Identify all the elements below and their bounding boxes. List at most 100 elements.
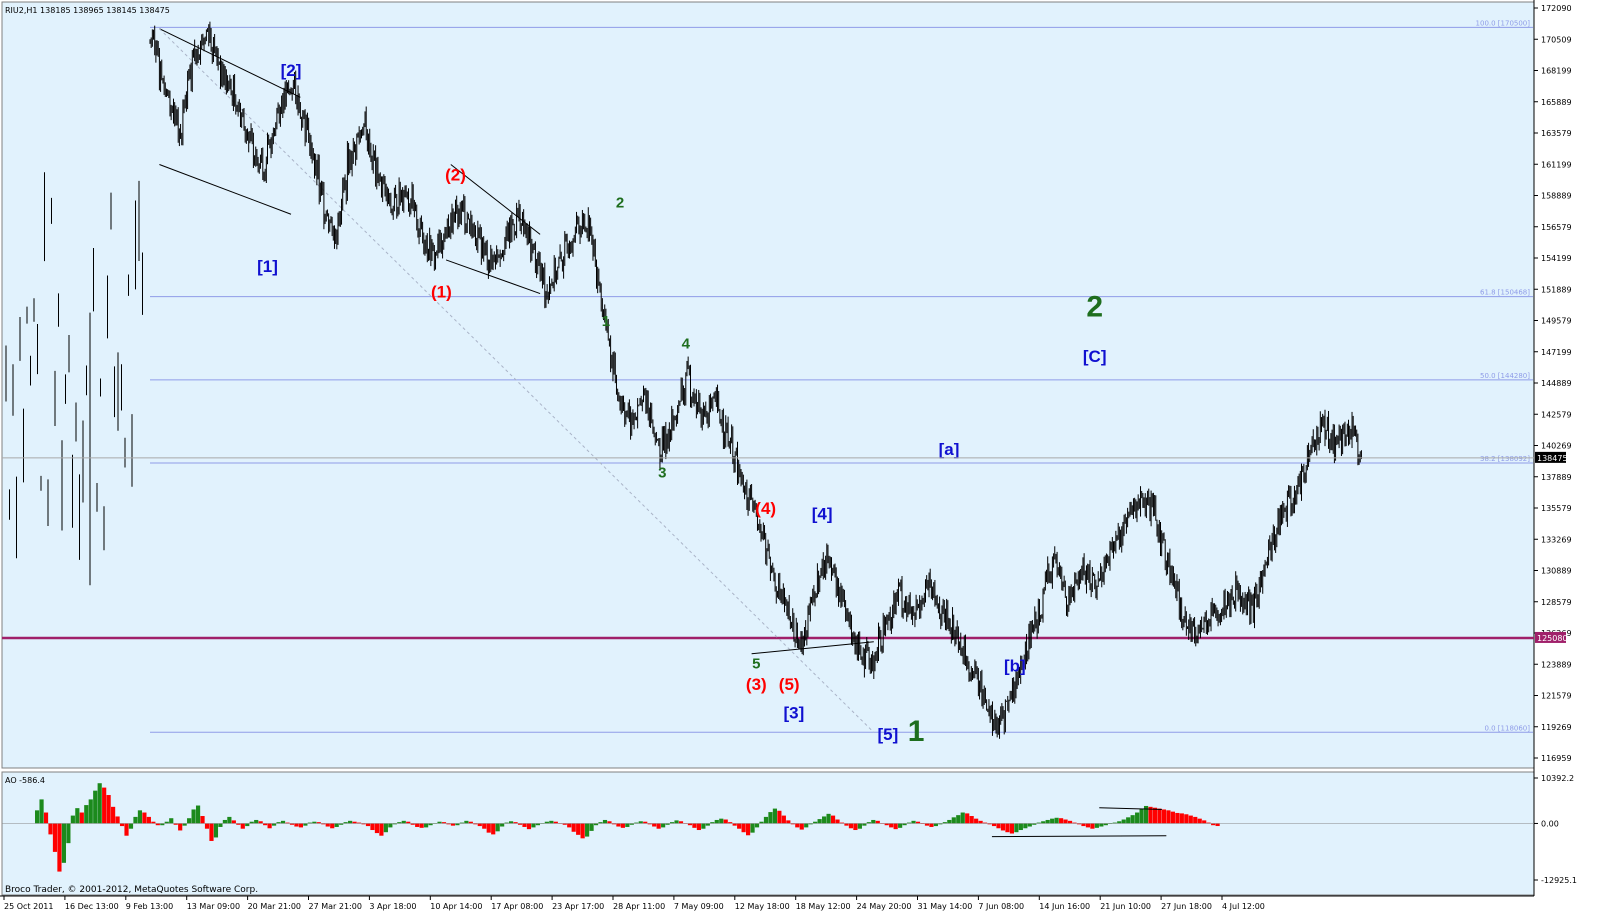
wave-label[interactable]: 1 — [602, 313, 610, 330]
main-pane-bg[interactable] — [1, 1, 1535, 769]
wave-label[interactable]: (3) — [746, 675, 767, 694]
ao-bar — [437, 821, 442, 824]
ao-bar — [419, 823, 424, 828]
trendline[interactable] — [751, 641, 874, 655]
ao-bar — [1175, 812, 1180, 824]
wave-label[interactable]: [4] — [812, 504, 833, 523]
ao-bar — [678, 821, 684, 824]
ao-bar — [719, 818, 724, 824]
wave-label[interactable]: [3] — [784, 703, 805, 722]
ao-bar — [875, 820, 880, 824]
ao-bar — [790, 823, 795, 825]
time-tick-label: 7 May 09:00 — [674, 902, 724, 911]
time-tick-label: 10 Apr 14:00 — [430, 902, 482, 911]
wave-label[interactable]: (4) — [755, 499, 776, 518]
ao-bar — [593, 823, 599, 826]
ao-bar — [1117, 821, 1122, 824]
price-tick-label: 123889 — [1541, 660, 1572, 669]
wave-label[interactable]: (5) — [779, 675, 800, 694]
ao-bar — [124, 823, 129, 836]
ao-bar — [1126, 817, 1131, 824]
ao-bar — [459, 822, 464, 824]
support-line[interactable]: 125080 — [2, 631, 1568, 643]
ao-bar — [410, 823, 415, 825]
ao-bar — [169, 818, 174, 824]
time-tick-label: 12 May 18:00 — [735, 902, 790, 911]
trendline[interactable] — [159, 28, 875, 733]
ao-bar — [1152, 807, 1158, 824]
ao-bar — [839, 822, 845, 824]
wave-label[interactable]: [2] — [281, 61, 302, 80]
ao-bar — [93, 790, 98, 824]
ao-bar — [43, 812, 49, 824]
wave-label[interactable]: [b] — [1004, 656, 1026, 675]
wave-labels[interactable]: [2] [1] (2) (1) 2 1 4 3 (4) [4] 5 (3) (5) [3] [5] 1 [a] [… — [257, 61, 1106, 748]
wave-label[interactable]: 3 — [658, 465, 666, 482]
current-price-box — [1535, 451, 1566, 463]
wave-label[interactable]: 2 — [616, 195, 624, 212]
ao-bar — [254, 819, 259, 824]
ao-bar — [178, 823, 183, 831]
wave-label[interactable]: [a] — [939, 440, 960, 459]
wave-label[interactable]: [C] — [1083, 347, 1107, 366]
ao-bar — [294, 823, 299, 827]
trendline[interactable] — [159, 164, 292, 215]
ao-bar — [491, 823, 496, 835]
ao-bar — [397, 822, 402, 824]
ao-bar — [39, 799, 44, 824]
wave-label[interactable]: 4 — [682, 336, 691, 353]
ao-bar — [813, 821, 818, 824]
ao-bar — [79, 812, 84, 824]
wave-label[interactable]: 1 — [908, 715, 925, 748]
time-tick-label: 7 Jun 08:00 — [978, 902, 1024, 911]
ao-bar — [500, 823, 505, 827]
trendline[interactable] — [159, 28, 301, 98]
ao-bar — [965, 813, 970, 824]
wave-label[interactable]: (1) — [431, 283, 452, 302]
wave-label[interactable]: 2 — [1086, 290, 1103, 323]
ao-bar — [495, 823, 500, 832]
ao-bar — [455, 823, 460, 826]
ao-bar — [477, 823, 482, 827]
ao-bar — [987, 823, 992, 825]
ao-bar — [1139, 809, 1144, 824]
ao-bar — [1170, 811, 1175, 824]
ao-bar — [1130, 815, 1135, 824]
wave-label[interactable]: 5 — [752, 656, 760, 673]
ao-bar — [723, 819, 728, 824]
wave-label[interactable]: (2) — [445, 166, 466, 185]
ao-bar — [365, 823, 371, 827]
fibonacci-retracement[interactable]: 100.0 [170500] 61.8 [150468] 50.0 [144280]… — [150, 19, 1533, 733]
ao-bar — [1135, 812, 1140, 824]
ao-bar — [893, 823, 898, 830]
current-price-label: 138475 — [1537, 454, 1568, 463]
ao-bar — [835, 819, 840, 824]
ao-bar — [48, 823, 53, 835]
ao-bar — [52, 823, 58, 852]
ao-bar — [468, 821, 473, 824]
ao-bar — [746, 823, 751, 836]
ao-bar — [231, 820, 236, 824]
wave-label[interactable]: [1] — [257, 257, 278, 276]
ao-tick-label: -12925.1 — [1541, 876, 1577, 885]
indicator-pane-bg[interactable] — [1, 771, 1535, 896]
time-tick-label: 31 May 14:00 — [918, 902, 973, 911]
price-tick-label: 140269 — [1541, 442, 1572, 451]
ao-bar — [1027, 823, 1032, 827]
ao-bar — [996, 823, 1001, 829]
ao-bar — [620, 823, 625, 828]
ao-bar — [61, 823, 67, 863]
ao-bar — [938, 823, 943, 825]
wave-label[interactable]: [5] — [878, 725, 899, 744]
copyright-text: Broco Trader, © 2001-2012, MetaQuotes So… — [5, 885, 258, 895]
ao-bar — [343, 822, 348, 824]
ao-tick-label: 0.00 — [1541, 819, 1559, 828]
trendline[interactable] — [445, 259, 541, 295]
time-tick-label: 27 Jun 18:00 — [1161, 902, 1212, 911]
ao-bar — [173, 823, 178, 825]
ao-bar — [146, 816, 151, 824]
ao-bar — [696, 823, 701, 831]
ao-bar — [866, 822, 871, 824]
ao-bar — [1009, 823, 1015, 834]
ao-bar — [898, 823, 903, 828]
